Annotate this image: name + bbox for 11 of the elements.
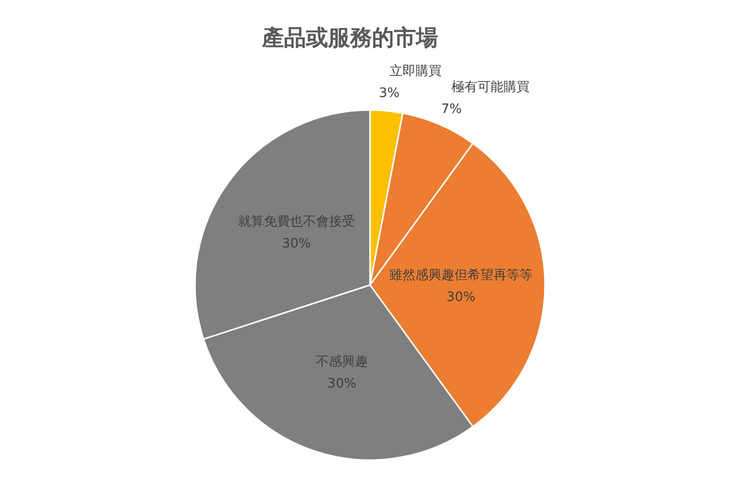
data-label: 3% bbox=[378, 86, 400, 101]
slice-label: 不感興趣 bbox=[316, 354, 368, 370]
data-label: 30% bbox=[327, 376, 356, 392]
data-label: 30% bbox=[282, 236, 311, 252]
slice-label: 就算免費也不會接受 bbox=[238, 214, 355, 230]
slice-label: 極有可能購買 bbox=[451, 80, 530, 95]
chart-title: 產品或服務的市場 bbox=[261, 25, 438, 51]
data-label: 7% bbox=[441, 102, 462, 117]
data-label: 30% bbox=[446, 290, 476, 305]
slice-label: 立即購買 bbox=[389, 62, 442, 79]
slice-label: 雖然感興趣但希望再等等 bbox=[390, 268, 532, 283]
